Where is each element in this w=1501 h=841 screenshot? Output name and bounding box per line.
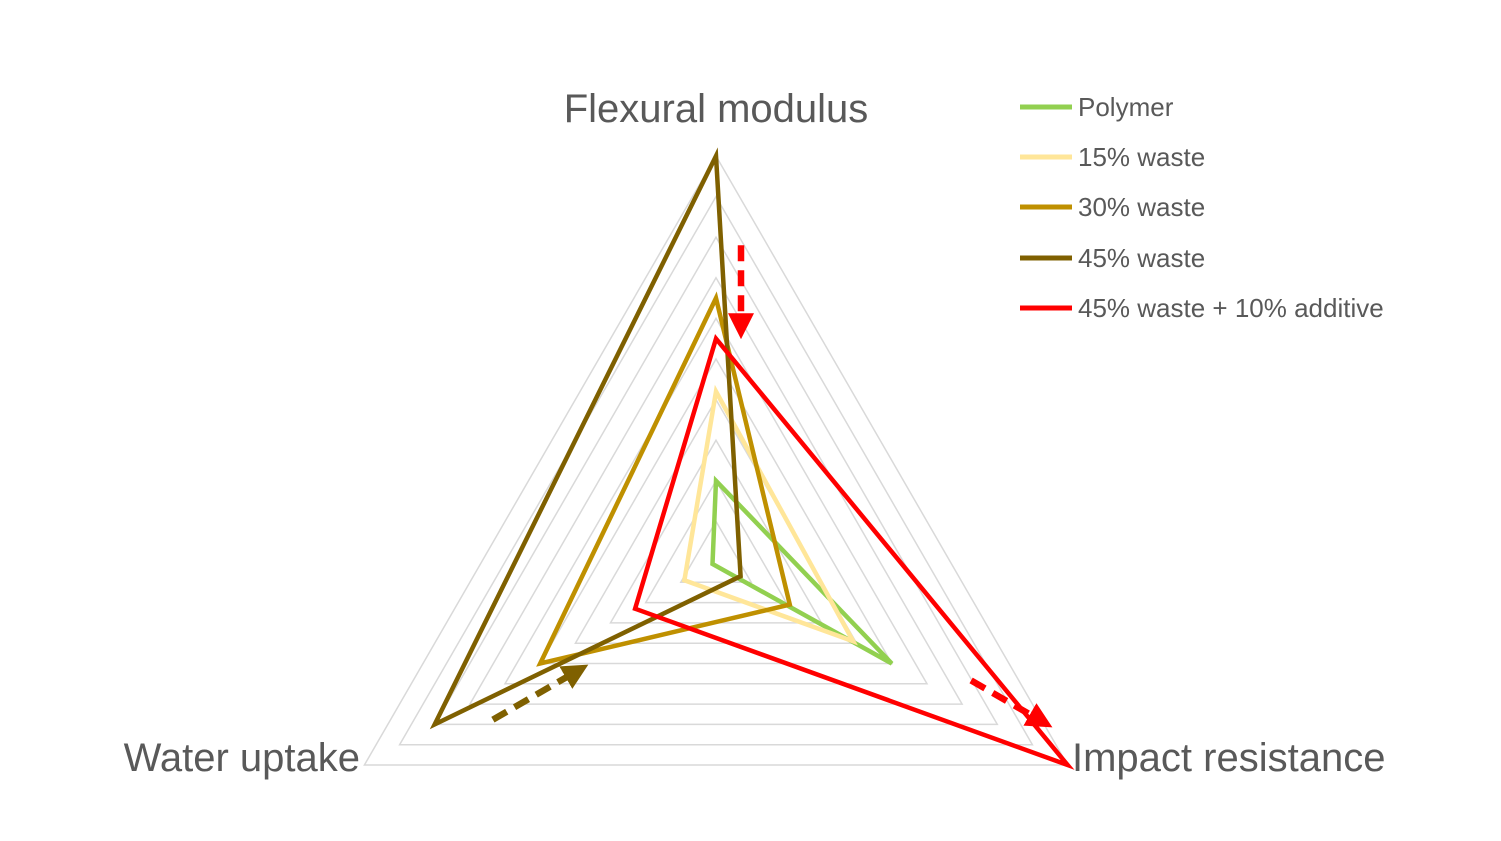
legend-label: 45% waste + 10% additive: [1078, 293, 1384, 323]
radar-grid: [363, 154, 1069, 766]
legend-label: Polymer: [1078, 92, 1174, 122]
legend-item-45-waste: 45% waste: [1020, 243, 1205, 273]
legend-label: 30% waste: [1078, 192, 1205, 222]
axis-label-water-uptake: Water uptake: [124, 736, 360, 780]
series-polygon-2: [536, 291, 793, 667]
arrow-layer: [491, 245, 1053, 728]
axis-label-flexural-modulus: Flexural modulus: [564, 87, 869, 131]
gridline: [503, 316, 929, 685]
legend-item-45-waste-additive: 45% waste + 10% additive: [1020, 293, 1384, 323]
gridline: [433, 235, 999, 726]
gridline: [538, 357, 894, 665]
dashed-arrow-1: [969, 677, 1053, 728]
series-polygon-3: [429, 147, 743, 730]
gridline: [679, 519, 753, 584]
legend-label: 15% waste: [1078, 142, 1205, 172]
gridline: [363, 154, 1069, 766]
legend: Polymer 15% waste 30% waste 45% waste 45…: [1020, 92, 1384, 323]
legend-item-polymer: Polymer: [1020, 92, 1174, 122]
axis-label-impact-resistance: Impact resistance: [1072, 736, 1385, 780]
legend-label: 45% waste: [1078, 243, 1205, 273]
legend-item-15-waste: 15% waste: [1020, 142, 1205, 172]
dashed-arrow-2: [491, 664, 589, 723]
series-polygon-0: [710, 475, 894, 666]
legend-item-30-waste: 30% waste: [1020, 192, 1205, 222]
gridline: [644, 479, 788, 604]
series-layer: [429, 147, 1075, 770]
series-polygon-4: [632, 334, 1075, 770]
